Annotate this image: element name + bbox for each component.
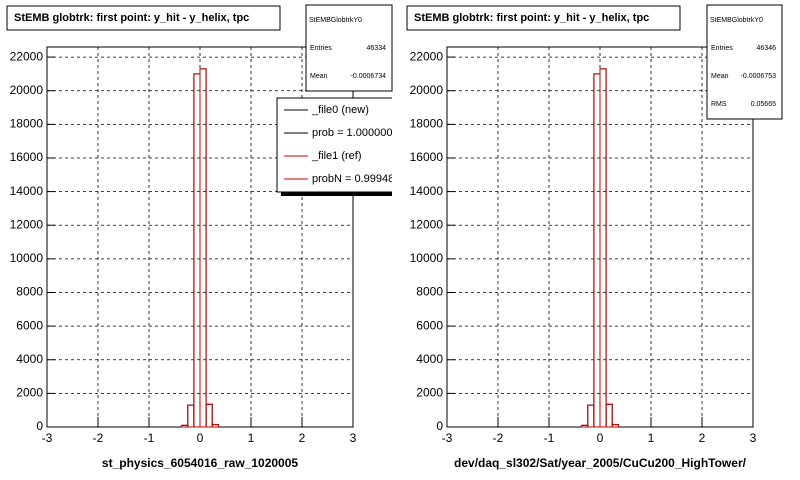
y-tick-label: 14000 (410, 184, 444, 198)
chart-title: StEMB globtrk: first point: y_hit - y_he… (14, 12, 249, 24)
stats-box (706, 4, 783, 120)
y-tick-label: 12000 (410, 217, 444, 231)
y-tick-label: 0 (436, 419, 443, 433)
stats-title: StEMBGlobtrkY0 (710, 17, 763, 24)
x-tick-label: -1 (544, 431, 555, 445)
stats-value: 0.05665 (751, 101, 776, 108)
stats-label: RMS (711, 101, 727, 108)
histogram-bar (599, 68, 607, 428)
stats-title: StEMBGlobtrkY0 (309, 17, 362, 24)
x-tick-label: 0 (197, 431, 204, 445)
legend-label: probN = 0.99948 (312, 173, 394, 185)
x-tick-label: -2 (93, 431, 104, 445)
legend: _file0 (new) prob = 1.000000 _file1 (ref) p… (276, 97, 394, 196)
y-tick-label: 10000 (10, 251, 44, 265)
stats-label: Mean (310, 73, 328, 80)
y-tick-label: 20000 (10, 83, 44, 97)
x-tick-label: 2 (699, 431, 706, 445)
x-axis-label: dev/daq_sl302/Sat/year_2005/CuCu200_High… (454, 456, 747, 470)
x-tick-label: 0 (597, 431, 604, 445)
y-tick-label: 8000 (416, 285, 443, 299)
histogram-bar (211, 423, 219, 428)
legend-label: _file0 (new) (311, 104, 369, 116)
x-tick-label: 2 (299, 431, 306, 445)
y-tick-label: 4000 (416, 352, 443, 366)
stats-value: -0.0006753 (741, 73, 777, 80)
y-tick-label: 18000 (410, 117, 444, 131)
y-tick-label: 22000 (10, 49, 44, 63)
x-tick-label: 1 (648, 431, 655, 445)
histogram-bar (205, 403, 213, 428)
stats-value: 46346 (757, 45, 777, 52)
stats-value: -0.0006734 (351, 73, 387, 80)
x-tick-label: 3 (350, 431, 357, 445)
y-tick-label: 10000 (410, 251, 444, 265)
legend-box (276, 97, 392, 193)
title-box (406, 5, 681, 31)
y-tick-label: 4000 (16, 352, 43, 366)
x-tick-label: -1 (144, 431, 155, 445)
title-box (6, 5, 281, 31)
y-tick-label: 2000 (16, 386, 43, 400)
x-axis-label: st_physics_6054016_raw_1020005 (102, 456, 298, 470)
stats-value: 46334 (367, 45, 387, 52)
y-tick-label: 12000 (10, 217, 44, 231)
y-tick-label: 6000 (416, 318, 443, 332)
y-tick-label: 20000 (410, 83, 444, 97)
stats-label: Mean (711, 73, 729, 80)
x-tick-label: -2 (493, 431, 504, 445)
legend-label: _file1 (ref) (311, 150, 362, 162)
pad: 0 2000 4000 6000 8000 10000 12000 14000 16000 180… (6, 4, 394, 470)
x-tick-label: -3 (442, 431, 453, 445)
y-tick-label: 0 (36, 419, 43, 433)
histogram-bar (611, 423, 619, 428)
y-tick-label: 8000 (16, 285, 43, 299)
y-tick-label: 14000 (10, 184, 44, 198)
y-tick-label: 16000 (10, 150, 44, 164)
chart-title: StEMB globtrk: first point: y_hit - y_he… (414, 12, 649, 24)
histogram-bar (605, 403, 613, 428)
stats-box (305, 4, 393, 92)
stats-label: Entries (711, 45, 733, 52)
pad: 0 2000 4000 6000 8000 10000 12000 14000 16000 180… (406, 4, 783, 470)
stats-label: Entries (310, 45, 332, 52)
y-tick-label: 18000 (10, 117, 44, 131)
histogram-bar (199, 68, 207, 428)
y-tick-label: 6000 (16, 318, 43, 332)
legend-label: prob = 1.000000 (312, 127, 392, 139)
x-tick-label: -3 (42, 431, 53, 445)
x-tick-label: 1 (248, 431, 255, 445)
y-tick-label: 16000 (410, 150, 444, 164)
y-tick-label: 22000 (410, 49, 444, 63)
x-tick-label: 3 (750, 431, 757, 445)
y-tick-label: 2000 (416, 386, 443, 400)
